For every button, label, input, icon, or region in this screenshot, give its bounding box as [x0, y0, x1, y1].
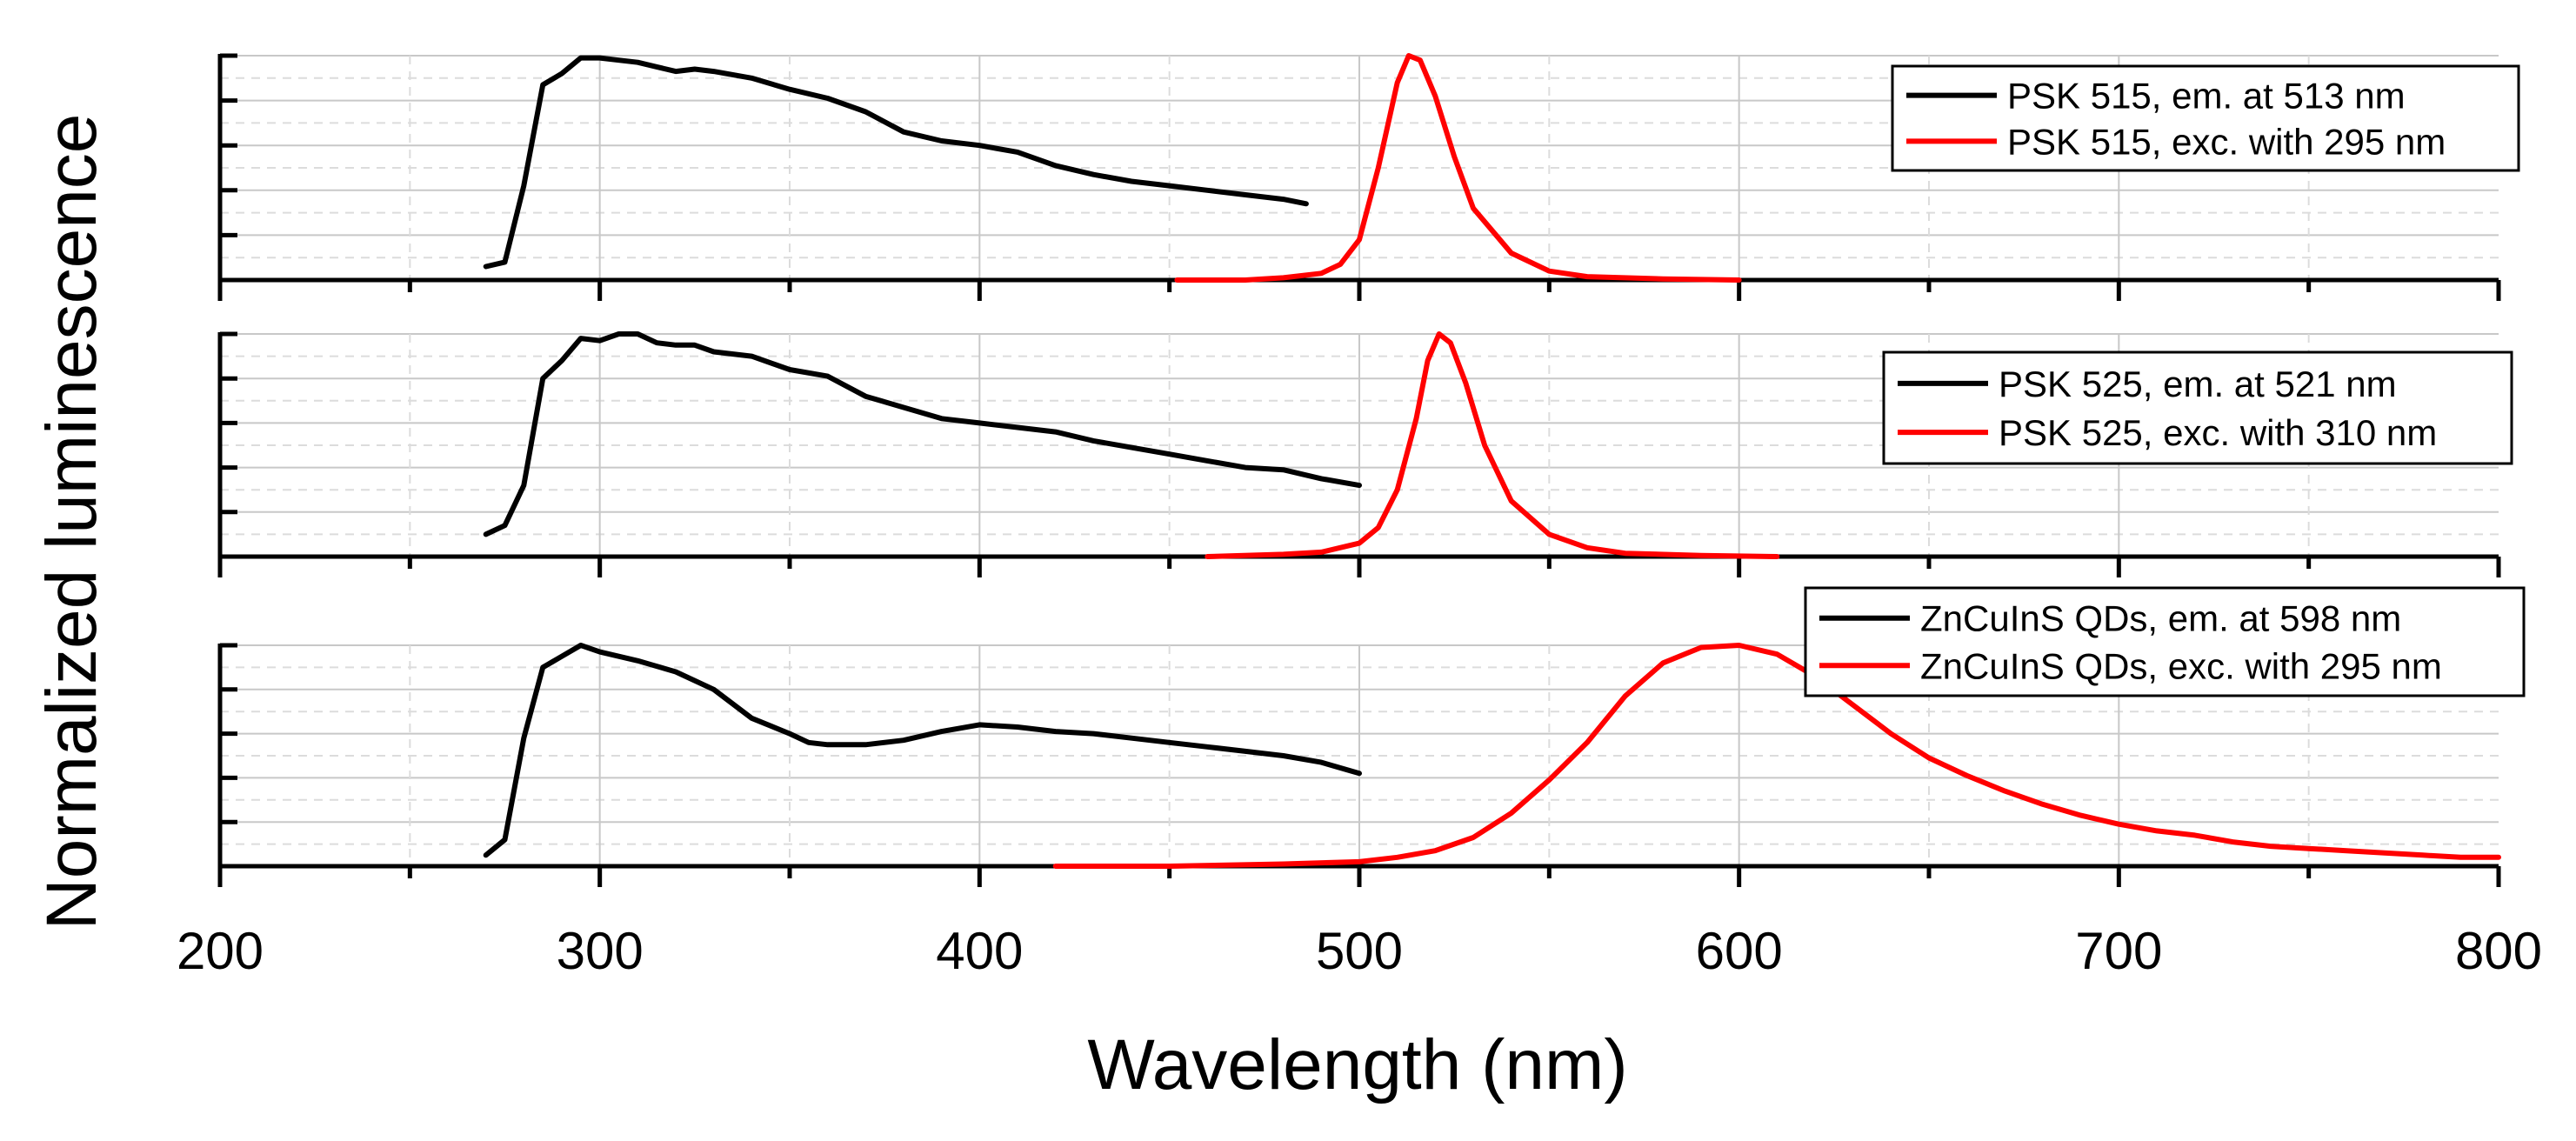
x-axis-tick-labels: 200 300 400 500 600 700 800	[177, 922, 2542, 980]
series-line-emission	[483, 331, 1362, 537]
legend-entry: PSK 525, exc. with 310 nm	[1999, 412, 2437, 453]
series-line-emission	[483, 55, 1309, 270]
x-tick-label: 400	[936, 922, 1023, 980]
x-tick-label: 700	[2075, 922, 2162, 980]
legend-entry: ZnCuInS QDs, exc. with 295 nm	[1920, 645, 2442, 686]
x-tick-label: 800	[2455, 922, 2542, 980]
legend-box	[1804, 586, 2526, 697]
x-tick-label: 300	[557, 922, 644, 980]
series-line-excitation	[1205, 331, 1780, 559]
x-tick-label: 500	[1316, 922, 1403, 980]
x-tick-label: 600	[1696, 922, 1783, 980]
x-tick-label: 200	[177, 922, 264, 980]
y-axis-title: Normalized luminescence	[32, 114, 111, 931]
series-line-excitation	[1052, 643, 2501, 869]
legend-box	[1882, 350, 2513, 465]
legend: PSK 525, em. at 521 nm PSK 525, exc. with…	[1882, 350, 2513, 465]
legend-entry: ZnCuInS QDs, em. at 598 nm	[1920, 598, 2401, 639]
legend: ZnCuInS QDs, em. at 598 nm ZnCuInS QDs, e…	[1804, 586, 2526, 697]
legend-entry: PSK 515, em. at 513 nm	[2007, 76, 2406, 117]
panel-psk525: PSK 525, em. at 521 nm PSK 525, exc. with…	[217, 331, 2513, 577]
series-line-emission	[483, 643, 1362, 858]
series-line-excitation	[1174, 53, 1742, 283]
x-axis-title: Wavelength (nm)	[1087, 1025, 1627, 1104]
legend-box	[1891, 64, 2520, 172]
legend-entry: PSK 525, em. at 521 nm	[1999, 364, 2397, 404]
panel-zncuins: ZnCuInS QDs, em. at 598 nm ZnCuInS QDs, e…	[217, 586, 2526, 887]
legend-entry: PSK 515, exc. with 295 nm	[2007, 121, 2446, 162]
